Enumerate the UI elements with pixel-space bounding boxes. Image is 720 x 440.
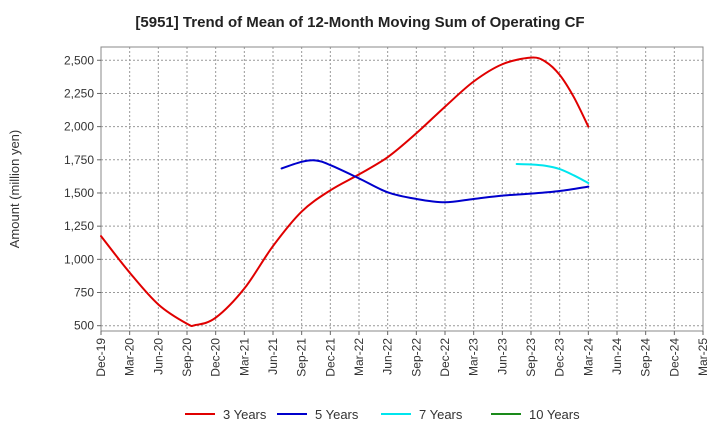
x-tick-label: Jun-24 bbox=[610, 338, 624, 375]
series-layer bbox=[100, 56, 590, 328]
legend: 3 Years 5 Years 7 Years 10 Years bbox=[185, 407, 580, 422]
series-line-3-years bbox=[100, 56, 590, 328]
legend-item-5-years: 5 Years bbox=[277, 407, 359, 422]
y-tick-label: 500 bbox=[74, 319, 94, 333]
x-tick-label: Mar-25 bbox=[696, 338, 710, 376]
y-tick-label: 750 bbox=[74, 286, 94, 300]
legend-label: 10 Years bbox=[529, 407, 580, 422]
y-axis: 500 750 1,000 1,250 1,500 1,750 2,000 2,250 2,50… bbox=[64, 53, 101, 333]
x-tick-label: Sep-21 bbox=[295, 338, 309, 377]
y-axis-label: Amount (million yen) bbox=[7, 130, 22, 249]
x-tick-label: Dec-21 bbox=[323, 338, 337, 377]
x-tick-label: Dec-24 bbox=[667, 338, 681, 377]
x-tick-label: Jun-23 bbox=[495, 338, 509, 375]
x-tick-label: Mar-24 bbox=[581, 338, 595, 376]
legend-label: 3 Years bbox=[223, 407, 267, 422]
x-tick-label: Mar-20 bbox=[123, 338, 137, 376]
y-tick-label: 2,000 bbox=[64, 120, 94, 134]
chart-title: [5951] Trend of Mean of 12-Month Moving … bbox=[135, 14, 585, 31]
x-tick-label: Mar-22 bbox=[352, 338, 366, 376]
y-tick-label: 2,500 bbox=[64, 53, 94, 67]
x-tick-label: Mar-23 bbox=[467, 338, 481, 376]
x-tick-label: Dec-23 bbox=[553, 338, 567, 377]
grid bbox=[100, 47, 704, 331]
series-line-7-years bbox=[515, 163, 590, 185]
x-tick-label: Dec-19 bbox=[94, 338, 108, 377]
legend-item-10-years: 10 Years bbox=[491, 407, 580, 422]
x-tick-label: Sep-22 bbox=[409, 338, 423, 377]
x-axis: Dec-19 Mar-20 Jun-20 Sep-20 Dec-20 Mar-21 Jun-… bbox=[94, 331, 710, 377]
x-tick-label: Jun-21 bbox=[266, 338, 280, 375]
y-tick-label: 1,500 bbox=[64, 186, 94, 200]
y-tick-label: 1,750 bbox=[64, 153, 94, 167]
y-tick-label: 1,250 bbox=[64, 219, 94, 233]
x-tick-label: Dec-20 bbox=[209, 338, 223, 377]
legend-item-3-years: 3 Years bbox=[185, 407, 267, 422]
x-tick-label: Jun-22 bbox=[381, 338, 395, 375]
x-tick-label: Sep-23 bbox=[524, 338, 538, 377]
legend-item-7-years: 7 Years bbox=[381, 407, 463, 422]
series-line-5-years bbox=[280, 159, 590, 204]
y-tick-label: 2,250 bbox=[64, 86, 94, 100]
x-tick-label: Sep-24 bbox=[639, 338, 653, 377]
legend-label: 7 Years bbox=[419, 407, 463, 422]
plot-frame bbox=[100, 46, 704, 332]
y-tick-label: 1,000 bbox=[64, 252, 94, 266]
legend-label: 5 Years bbox=[315, 407, 359, 422]
x-tick-label: Jun-20 bbox=[151, 338, 165, 375]
x-tick-label: Mar-21 bbox=[237, 338, 251, 376]
x-tick-label: Dec-22 bbox=[438, 338, 452, 377]
x-tick-label: Sep-20 bbox=[180, 338, 194, 377]
